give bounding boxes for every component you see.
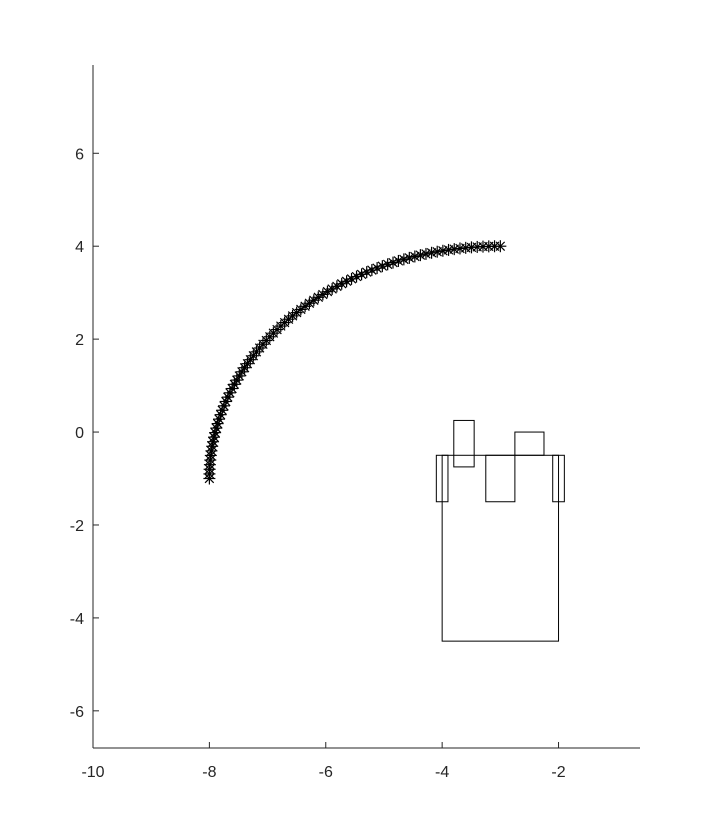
data-point (203, 473, 215, 485)
y-tick-label: 6 (75, 146, 84, 163)
x-tick-label: -2 (551, 764, 565, 781)
data-point (371, 262, 383, 274)
rectangle-3 (454, 420, 474, 466)
x-tick-label: -10 (81, 764, 104, 781)
rectangle-4 (486, 455, 515, 501)
data-point (376, 260, 388, 272)
data-point (336, 278, 348, 290)
data-point (341, 275, 353, 287)
data-point (346, 273, 358, 285)
y-tick-label: 0 (75, 425, 84, 442)
x-tick-label: -8 (202, 764, 216, 781)
y-tick-label: -4 (70, 611, 84, 628)
y-tick-label: 4 (75, 239, 84, 256)
rectangle-0 (442, 455, 558, 641)
axes: -10 -8 -6 -4 -2 -6 -4 -2 0 2 4 6 (70, 65, 640, 781)
rectangles-layer (436, 420, 564, 641)
y-tick-label: -6 (70, 704, 84, 721)
markers-layer (203, 240, 506, 484)
y-tick-label: -2 (70, 518, 84, 535)
x-tick-label: -6 (319, 764, 333, 781)
y-tick-label: 2 (75, 332, 84, 349)
data-point (366, 264, 378, 276)
x-tick-label: -4 (435, 764, 449, 781)
rectangle-5 (515, 432, 544, 455)
